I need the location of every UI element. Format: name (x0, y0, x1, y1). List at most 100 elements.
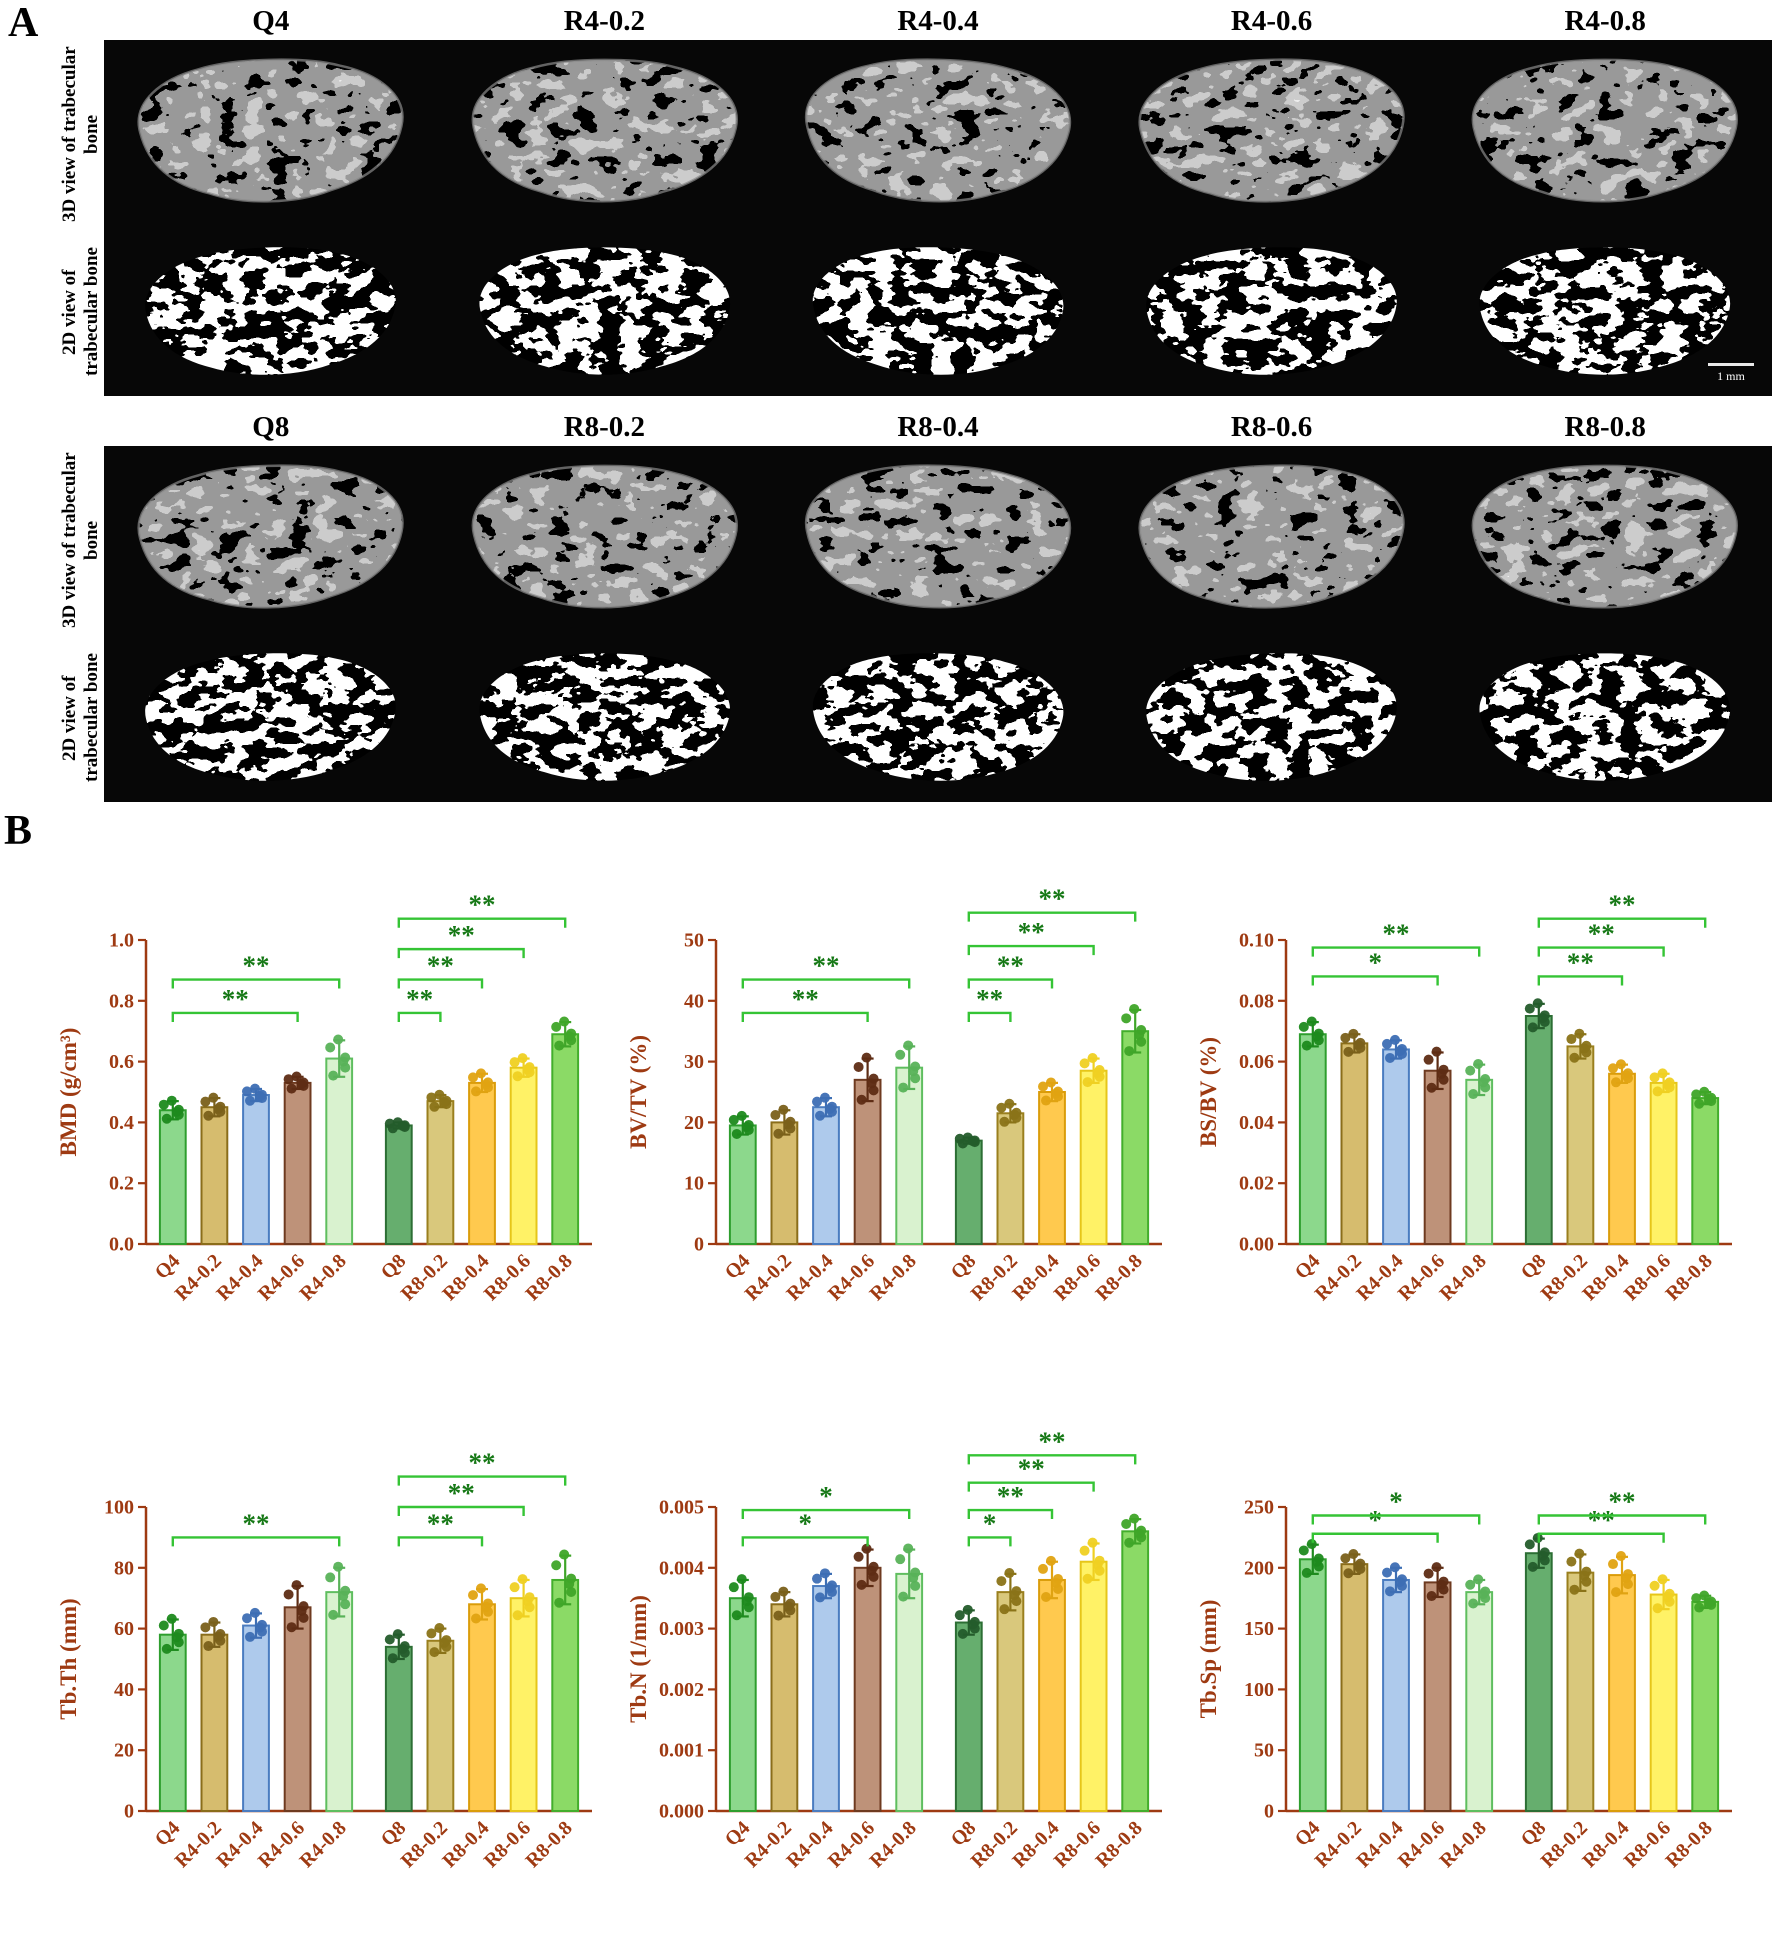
bar-R8-0.8 (1691, 1600, 1720, 1812)
row-label-3d-view: 3D view of trabecular bone (59, 46, 102, 222)
bar-R8-0.2 (996, 1112, 1025, 1245)
x-tick-label: R8-0.4 (1578, 1250, 1633, 1305)
y-tick-label: 0 (694, 1234, 704, 1256)
row-label-2d-view: 2D view of trabecular bone (59, 247, 102, 377)
panel-b-label: B (4, 808, 33, 854)
x-tick-label: R8-0.6 (1050, 1250, 1105, 1305)
chart-bvtv: 0 10 20 30 40 50 BV/TV (%) ** ** ** ** ** ** Q4 R4-0.2… (616, 822, 1176, 1387)
column-header: R4-0.2 (563, 4, 646, 37)
scale-bar-label: 1 mm (1717, 369, 1745, 383)
microct-3d-image (438, 446, 772, 634)
data-points-R8-0.4 (468, 1583, 493, 1624)
x-tick-label: R4-0.4 (782, 1817, 837, 1872)
bar-Q4 (158, 1109, 187, 1245)
significance-label: * (983, 1508, 997, 1538)
significance-label: ** (222, 984, 249, 1014)
bar-R8-0.4 (1038, 1578, 1066, 1812)
x-tick-label: R4-0.8 (866, 1817, 921, 1872)
y-axis-label: BV/TV (%) (626, 1035, 651, 1149)
microct-2d-image (771, 634, 1105, 802)
data-points-R4-0.6 (1423, 1562, 1449, 1602)
data-points-R8-0.6 (1079, 1537, 1105, 1584)
y-tick-label: 0 (1264, 1801, 1274, 1823)
microct-2d-image (438, 634, 772, 802)
y-tick-label: 0.8 (109, 990, 134, 1012)
significance-bracket (1311, 1514, 1481, 1525)
significance-bracket (967, 1536, 1012, 1547)
x-tick-label: R4-0.2 (741, 1250, 796, 1305)
x-tick-label: Q8 (377, 1250, 411, 1284)
bar-R8-0.8 (551, 1578, 580, 1812)
x-tick-label: R8-0.2 (397, 1817, 452, 1872)
y-tick-label: 0.2 (109, 1173, 134, 1195)
significance-label: * (1389, 1487, 1403, 1517)
x-tick-label: Q4 (721, 1250, 755, 1284)
y-tick-label: 60 (114, 1618, 134, 1640)
microct-3d-image (1105, 446, 1439, 634)
significance-label: ** (406, 984, 433, 1014)
significance-label: ** (1039, 884, 1066, 914)
bar-R8-0.4 (1038, 1091, 1066, 1245)
x-tick-label: R4-0.8 (1436, 1250, 1491, 1305)
x-tick-label: R4-0.4 (212, 1817, 267, 1872)
bar-R4-0.6 (1423, 1581, 1452, 1812)
significance-label: ** (1588, 1505, 1615, 1535)
x-tick-label: R8-0.8 (1092, 1250, 1147, 1305)
significance-bracket (1311, 946, 1481, 957)
data-points-Q4 (1298, 1539, 1324, 1578)
data-points-R4-0.8 (1465, 1574, 1491, 1609)
y-tick-label: 40 (114, 1679, 134, 1701)
data-points-R8-0.2 (1566, 1028, 1592, 1063)
data-points-R4-0.8 (895, 1040, 921, 1093)
significance-bracket (967, 1481, 1095, 1492)
significance-bracket (967, 1454, 1137, 1465)
y-tick-label: 100 (104, 1497, 134, 1519)
bar-R4-0.8 (325, 1591, 354, 1812)
data-points-R4-0.6 (283, 1580, 309, 1633)
x-tick-label: Q8 (1517, 1250, 1551, 1284)
bar-R8-0.8 (551, 1033, 580, 1245)
significance-label: ** (997, 951, 1024, 981)
bar-R8-0.8 (1121, 1530, 1150, 1812)
microct-block-week4: Q4 R4-0.2 R4-0.4 R4-0.6 R4-0.8 3D view o… (0, 2, 1772, 396)
x-tick-label: R8-0.8 (1092, 1817, 1147, 1872)
data-points-R4-0.8 (325, 1034, 351, 1081)
data-points-R4-0.2 (200, 1092, 226, 1121)
chart-tbn: 0.000 0.001 0.002 0.003 0.004 0.005 Tb.N (1/mm… (616, 1389, 1176, 1953)
significance-bracket (397, 1475, 567, 1486)
x-tick-label: R8-0.4 (438, 1817, 493, 1872)
x-tick-label: R4-0.2 (171, 1250, 226, 1305)
block-body: 3D view of trabecular bone 2D view of tr… (58, 40, 1772, 396)
bar-R8-0.8 (1121, 1030, 1150, 1245)
y-tick-label: 0.02 (1239, 1173, 1274, 1195)
column-headers-week8: Q8 R8-0.2 R8-0.4 R8-0.6 R8-0.8 (104, 408, 1772, 446)
bar-R4-0.8 (1465, 1591, 1494, 1812)
significance-bracket (1311, 975, 1439, 986)
bar-Q4 (1298, 1558, 1327, 1812)
bar-R4-0.4 (1382, 1048, 1410, 1245)
data-points-R8-0.2 (1566, 1548, 1592, 1595)
bar-Q8 (1524, 1015, 1553, 1245)
bar-R4-0.2 (770, 1121, 799, 1245)
significance-bracket (741, 1011, 869, 1022)
significance-label: ** (997, 1481, 1024, 1511)
data-points-R4-0.8 (1465, 1058, 1491, 1100)
y-tick-label: 150 (1244, 1618, 1274, 1640)
bar-R4-0.4 (812, 1585, 840, 1812)
x-tick-label: R4-0.2 (171, 1817, 226, 1872)
significance-label: * (798, 1508, 812, 1538)
x-tick-label: R8-0.4 (1008, 1817, 1063, 1872)
x-tick-label: Q4 (1291, 1817, 1325, 1851)
y-tick-label: 0.004 (659, 1557, 704, 1579)
bar-R8-0.6 (1079, 1560, 1108, 1812)
bar-R8-0.6 (509, 1597, 538, 1812)
data-points-R4-0.2 (1340, 1028, 1366, 1057)
bar-R8-0.4 (468, 1603, 496, 1812)
significance-bracket (397, 1505, 525, 1516)
chart-tbth: 0 20 40 60 80 100 Tb.Th (mm) ** ** ** ** Q4 R4-0.2 R4… (46, 1389, 606, 1953)
x-tick-label: R4-0.2 (1311, 1250, 1366, 1305)
data-points-R4-0.2 (200, 1616, 226, 1652)
x-tick-label: R4-0.8 (296, 1817, 351, 1872)
data-points-R4-0.4 (242, 1083, 267, 1106)
